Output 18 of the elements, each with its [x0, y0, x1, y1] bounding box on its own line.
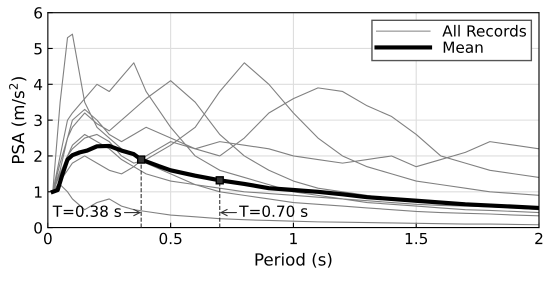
y-tick-label: 3 [34, 114, 42, 126]
y-tick-label: 4 [34, 78, 42, 90]
x-tick-label: 2 [535, 232, 542, 244]
ref-line-label: T=0.38 s [52, 205, 121, 217]
legend-label: All Records [442, 24, 526, 37]
x-tick-label: 1.5 [406, 232, 428, 244]
y-tick-label: 1 [34, 186, 42, 198]
y-tick-label: 0 [34, 222, 42, 234]
x-tick-label: 0 [44, 232, 52, 244]
y-tick-label: 2 [34, 150, 42, 162]
ref-line-label: T=0.70 s [239, 205, 308, 217]
y-tick-label: 5 [34, 43, 42, 54]
x-axis-title: Period (s) [256, 252, 332, 268]
y-axis-title: PSA (m/s$^{2}$) [9, 77, 26, 163]
x-tick-label: 1 [290, 232, 297, 244]
x-tick-label: 0.5 [159, 232, 182, 244]
y-tick-label: 6 [34, 7, 42, 19]
legend-label: Mean [444, 42, 483, 54]
